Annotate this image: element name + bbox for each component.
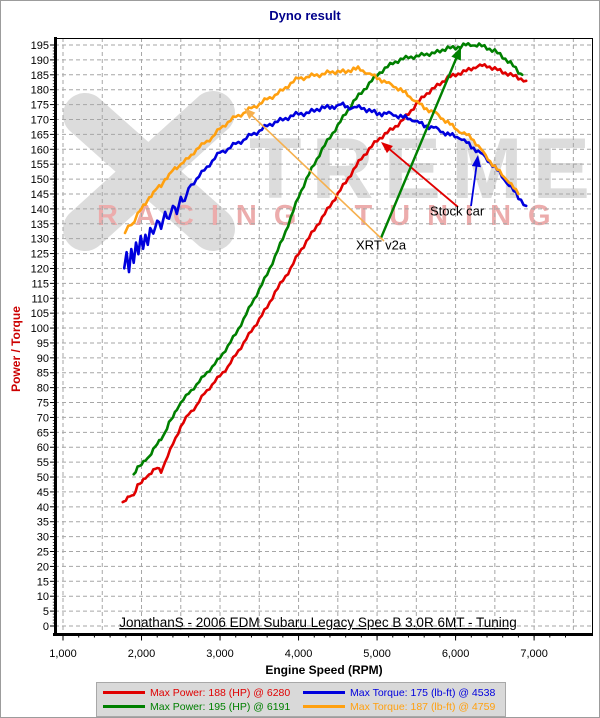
legend-entry-xrt-v2a-power: Max Power: 195 (HP) @ 6191 [101,701,301,713]
x-glyph-bar2 [63,91,235,251]
y-tick-label: 55 [37,457,49,469]
y-tick-label: 25 [37,547,49,559]
y-tick-label: 65 [37,427,49,439]
legend-label: Max Power: 195 (HP) @ 6191 [150,700,291,713]
car-description-label: JonathanS - 2006 EDM Subaru Legacy Spec … [119,615,516,630]
y-tick-label: 10 [37,591,49,603]
x-tick-label: 7,000 [520,648,548,660]
annotation-arrowhead [381,142,393,154]
y-tick-label: 20 [37,561,49,573]
y-tick-label: 185 [31,70,49,82]
curve-stock-car-torque [122,101,528,274]
chart-title: Dyno result [269,8,341,23]
x-tick-label: 4,000 [285,648,313,660]
axes: 1,000 2,000 3,000 4,000 5,000 6,000 7,000 0 5 10 1… [31,37,593,660]
legend-entry-stock-car-torque: Max Torque: 175 (lb-ft) @ 4538 [301,687,505,699]
y-tick-label: 125 [31,249,49,261]
y-tick-label: 105 [31,308,49,320]
gridlines [55,38,593,634]
y-tick-label: 120 [31,263,49,275]
annotation-arrowhead [451,47,461,61]
legend-label: Max Torque: 175 (lb-ft) @ 4538 [350,686,496,699]
y-tick-label: 100 [31,323,49,335]
y-tick-label: 135 [31,219,49,231]
y-tick-label: 35 [37,517,49,529]
y-tick-label: 60 [37,442,49,454]
legend: Max Power: 188 (HP) @ 6280 Max Torque: 17… [96,682,506,717]
y-tick-label: 110 [31,293,49,305]
y-tick-label: 40 [37,502,49,514]
y-tick-label: 160 [31,144,49,156]
legend-swatch [103,691,145,694]
curve-xrt-v2a-torque [123,65,520,235]
y-tick-label: 45 [37,487,49,499]
annotation-arrow-line [379,48,462,239]
annotation-label: Stock car [430,204,485,219]
y-tick-label: 15 [37,576,49,588]
y-tick-label: 175 [31,100,49,112]
x-tick-label: 3,000 [206,648,234,660]
annotation-label: XRT v2a [356,238,407,253]
legend-label: Max Torque: 187 (lb-ft) @ 4759 [350,700,496,713]
legend-label: Max Power: 188 (HP) @ 6280 [150,686,291,699]
annotation-arrow-line [381,142,459,208]
watermark-treme: TREME [249,121,600,217]
annotations: Stock car XRT v2a [244,47,485,253]
x-tick-label: 6,000 [442,648,470,660]
y-tick-label: 195 [31,40,49,52]
y-tick-label: 180 [31,85,49,97]
y-tick-label: 150 [31,174,49,186]
annotation-arrowhead [244,108,256,120]
y-tick-label: 85 [37,368,49,380]
y-tick-label: 130 [31,234,49,246]
y-tick-label: 75 [37,398,49,410]
y-tick-label: 115 [31,278,49,290]
x-tick-label: 5,000 [363,648,391,660]
y-tick-label: 0 [43,621,49,633]
y-tick-label: 5 [43,606,49,618]
legend-entry-stock-car-power: Max Power: 188 (HP) @ 6280 [101,687,301,699]
y-tick-label: 95 [37,338,49,350]
y-tick-label: 165 [31,129,49,141]
curve-xrt-v2a-power [132,41,524,476]
y-tick-label: 30 [37,532,49,544]
y-tick-label: 70 [37,412,49,424]
x-axis-title: Engine Speed (RPM) [265,663,383,677]
y-tick-label: 80 [37,383,49,395]
y-tick-label: 50 [37,472,49,484]
legend-swatch [303,705,345,708]
legend-swatch [103,705,145,708]
annotation-arrow-line [244,108,385,242]
y-tick-label: 145 [31,189,49,201]
curves [121,41,528,504]
y-tick-label: 140 [31,204,49,216]
y-tick-label: 90 [37,353,49,365]
x-tick-label: 2,000 [128,648,156,660]
annotation-arrowhead [471,155,481,168]
y-tick-label: 155 [31,159,49,171]
legend-swatch [303,691,345,694]
y-tick-label: 190 [31,55,49,67]
legend-entry-xrt-v2a-torque: Max Torque: 187 (lb-ft) @ 4759 [301,701,505,713]
x-tick-label: 1,000 [49,648,77,660]
curve-stock-car-power [121,62,528,504]
y-tick-label: 170 [31,114,49,126]
